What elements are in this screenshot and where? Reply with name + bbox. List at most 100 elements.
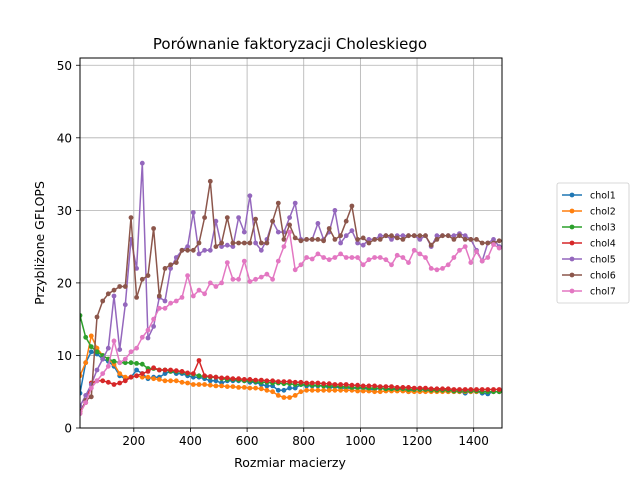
data-point-chol2 (168, 378, 174, 384)
data-point-chol4 (190, 371, 196, 376)
data-point-chol4 (111, 382, 117, 387)
data-point-chol1 (80, 390, 83, 396)
data-point-chol6 (253, 216, 258, 222)
data-point-chol4 (417, 385, 423, 391)
data-point-chol7 (185, 273, 191, 278)
data-point-chol5 (287, 215, 292, 221)
legend-label: chol6 (590, 271, 616, 282)
data-point-chol7 (496, 245, 502, 251)
data-point-chol6 (275, 200, 281, 206)
data-point-chol5 (202, 247, 208, 253)
data-point-chol7 (105, 363, 111, 369)
data-point-chol4 (349, 382, 355, 388)
data-point-chol4 (309, 380, 315, 386)
legend-label: chol1 (590, 191, 616, 202)
data-point-chol7 (207, 280, 213, 286)
data-point-chol1 (292, 385, 298, 391)
data-point-chol6 (372, 237, 377, 242)
data-point-chol5 (139, 160, 145, 166)
data-point-chol4 (411, 385, 417, 391)
data-point-chol7 (190, 293, 196, 299)
data-point-chol6 (445, 233, 451, 239)
data-point-chol7 (88, 385, 94, 391)
data-point-chol2 (258, 386, 264, 392)
data-point-chol7 (491, 242, 496, 247)
legend-box (556, 182, 630, 304)
data-point-chol6 (100, 298, 106, 304)
x-tick-label: 1400 (458, 434, 489, 448)
data-point-chol7 (451, 255, 457, 260)
data-point-chol7 (349, 255, 355, 260)
data-point-chol4 (491, 387, 496, 392)
data-point-chol6 (287, 222, 292, 228)
data-point-chol2 (298, 389, 304, 395)
data-point-chol2 (247, 385, 253, 391)
data-point-chol7 (423, 255, 428, 260)
data-point-chol5 (355, 240, 360, 246)
data-point-chol6 (270, 218, 275, 224)
data-point-chol4 (100, 378, 106, 384)
data-point-chol7 (202, 291, 208, 297)
data-point-chol6 (196, 240, 202, 246)
data-point-chol2 (355, 388, 360, 394)
legend-swatch-marker (569, 256, 575, 262)
data-point-chol2 (145, 374, 151, 380)
data-point-chol4 (224, 375, 230, 381)
data-point-chol4 (185, 370, 191, 376)
data-point-chol7 (321, 255, 326, 260)
data-point-chol6 (128, 215, 134, 221)
data-point-chol4 (219, 375, 225, 381)
data-point-chol5 (80, 403, 83, 409)
data-point-chol2 (207, 382, 213, 388)
data-point-chol6 (360, 235, 366, 241)
data-point-chol1 (275, 387, 281, 393)
data-point-chol3 (88, 344, 94, 350)
legend-swatch-marker (569, 224, 575, 230)
data-point-chol4 (304, 380, 309, 386)
data-point-chol7 (428, 266, 434, 271)
data-point-chol3 (83, 334, 89, 340)
data-point-chol7 (173, 298, 179, 304)
data-point-chol2 (270, 389, 275, 395)
data-point-chol4 (355, 382, 360, 388)
data-point-chol5 (332, 208, 338, 213)
data-point-chol5 (145, 335, 151, 341)
data-point-chol6 (111, 287, 117, 293)
data-point-chol6 (304, 237, 309, 242)
data-point-chol5 (451, 233, 457, 239)
data-point-chol7 (394, 252, 400, 258)
series-chol4 (80, 358, 502, 414)
data-point-chol7 (366, 257, 372, 263)
data-point-chol2 (162, 378, 168, 384)
data-point-chol6 (236, 240, 242, 246)
data-point-chol7 (145, 327, 151, 333)
y-tick-label: 10 (57, 349, 72, 363)
data-point-chol7 (196, 287, 202, 293)
data-point-chol6 (462, 237, 468, 242)
legend-swatch-marker (569, 288, 575, 294)
data-point-chol5 (247, 193, 253, 199)
data-point-chol2 (332, 387, 338, 393)
data-point-chol4 (383, 384, 389, 389)
data-point-chol4 (168, 367, 174, 373)
ticks: 200 400 600 800 1000 1200 1400 0 10 20 30 40 50 (57, 59, 489, 448)
data-point-chol2 (88, 333, 94, 339)
data-point-chol7 (304, 255, 309, 260)
data-point-chol4 (406, 385, 411, 390)
legend-swatch-marker (569, 240, 575, 246)
data-point-chol6 (451, 237, 457, 242)
data-point-chol4 (145, 369, 151, 374)
data-point-chol6 (332, 237, 338, 242)
y-tick-label: 50 (57, 59, 72, 73)
data-point-chol7 (111, 338, 117, 344)
data-point-chol2 (377, 389, 383, 395)
series-chol7 (80, 229, 502, 416)
data-point-chol7 (253, 276, 258, 282)
data-point-chol4 (202, 373, 208, 379)
data-point-chol1 (88, 349, 94, 355)
data-point-chol7 (213, 284, 219, 289)
data-point-chol4 (321, 381, 326, 387)
data-point-chol5 (185, 244, 191, 250)
x-tick-label: 200 (122, 434, 145, 448)
